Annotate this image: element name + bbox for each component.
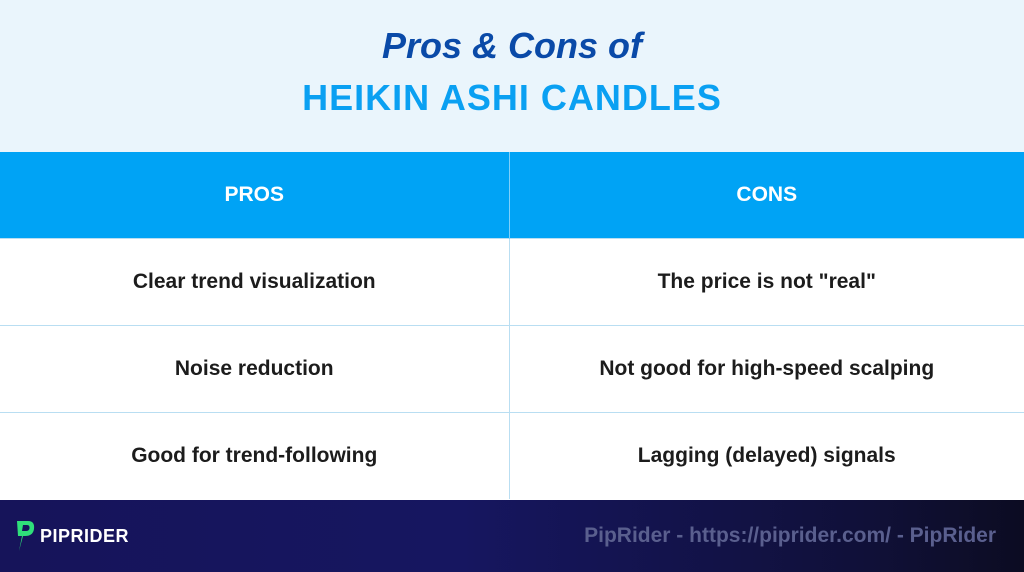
pro-cell: Noise reduction [0, 324, 510, 412]
table-row: Good for trend-following Lagging (delaye… [0, 411, 1024, 499]
piprider-logo-icon [17, 521, 35, 551]
table-header-row: PROS CONS [0, 152, 1024, 238]
pros-cons-table: PROS CONS Clear trend visualization The … [0, 152, 1024, 499]
footer: PIPRIDER PipRider - https://piprider.com… [0, 500, 1024, 572]
pro-cell: Clear trend visualization [0, 237, 510, 325]
logo-text: PIPRIDER [40, 525, 130, 546]
con-cell: Lagging (delayed) signals [509, 411, 1024, 499]
con-cell: Not good for high-speed scalping [509, 324, 1024, 412]
header-pros: PROS [0, 152, 510, 238]
table-row: Noise reduction Not good for high-speed … [0, 324, 1024, 412]
header-cons: CONS [509, 152, 1024, 238]
table-row: Clear trend visualization The price is n… [0, 237, 1024, 325]
watermark-text: PipRider - https://piprider.com/ - PipRi… [584, 524, 996, 547]
con-cell: The price is not "real" [509, 237, 1024, 325]
title-line-1: Pros & Cons of [381, 25, 642, 66]
title-section: Pros & Cons of HEIKIN ASHI CANDLES [0, 0, 1024, 152]
piprider-logo: PIPRIDER [14, 519, 129, 553]
pro-cell: Good for trend-following [0, 411, 510, 499]
title-line-2: HEIKIN ASHI CANDLES [302, 77, 722, 118]
